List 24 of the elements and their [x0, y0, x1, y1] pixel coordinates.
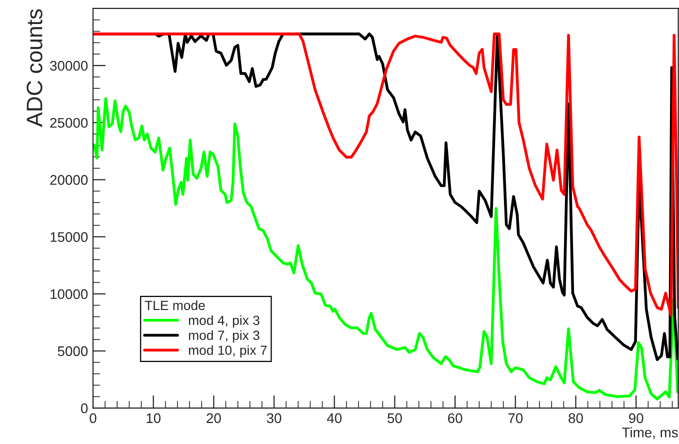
x-tick-label: 90	[629, 413, 644, 424]
y-tick-label: 20000	[50, 175, 88, 185]
x-tick-label: 40	[326, 413, 342, 424]
y-tick-label: 5000	[58, 346, 88, 356]
x-tick-label: 30	[266, 413, 282, 424]
y-tick-label: 10000	[50, 289, 88, 300]
legend-label: mod 4, pix 3	[188, 315, 260, 328]
x-tick-label: 20	[206, 413, 221, 424]
x-tick-label: 50	[388, 413, 402, 424]
x-axis-title: Time, ms	[622, 427, 678, 440]
y-tick-label: 0	[80, 403, 88, 414]
y-axis-title: ADC counts	[26, 9, 42, 127]
y-tick-label: 15000	[50, 232, 88, 242]
y-tick-label: 25000	[50, 118, 88, 128]
legend-title: TLE mode	[144, 300, 205, 310]
legend-label: mod 7, pix 3	[188, 330, 260, 343]
line-series	[93, 97, 678, 400]
x-tick-label: 0	[90, 413, 96, 424]
x-tick-label: 80	[568, 413, 583, 424]
y-tick-label: 30000	[50, 60, 88, 71]
x-tick-label: 60	[448, 413, 462, 424]
x-tick-label: 70	[508, 413, 523, 424]
legend-label: mod 10, pix 7	[188, 345, 267, 358]
x-tick-label: 10	[146, 413, 161, 424]
